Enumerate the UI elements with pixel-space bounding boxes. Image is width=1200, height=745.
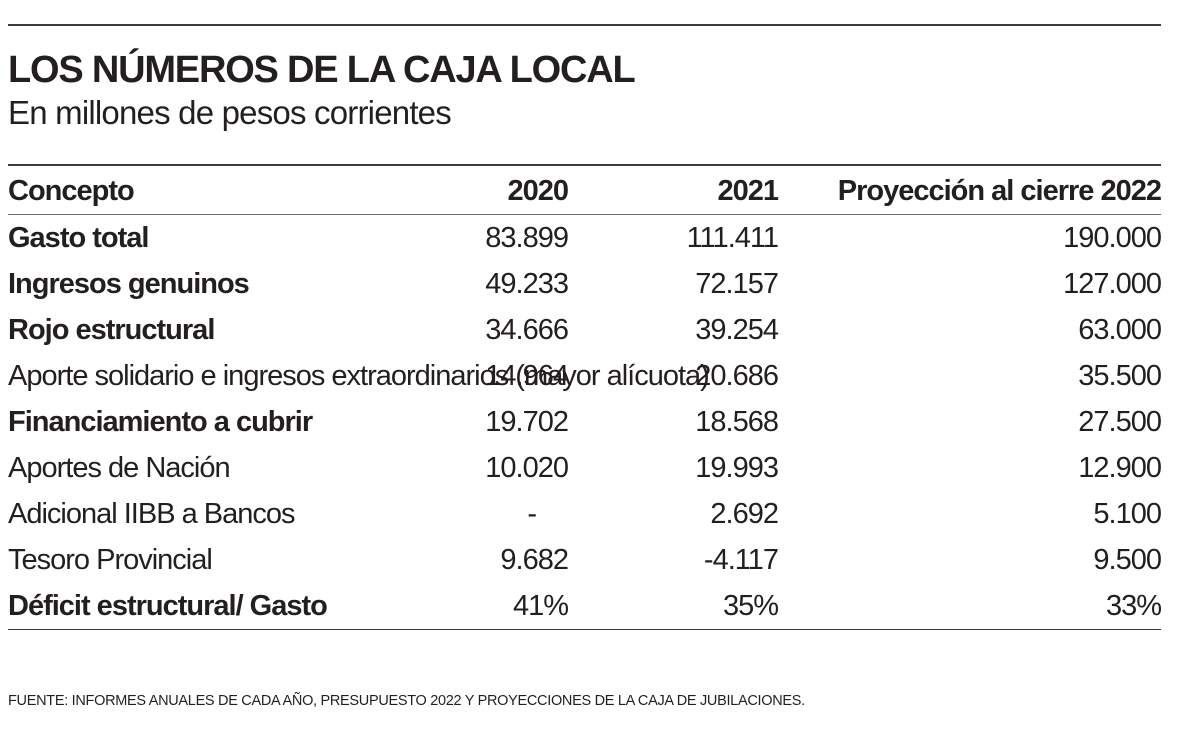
table-row-financiamiento: Financiamiento a cubrir 19.702 18.568 27… bbox=[8, 399, 1162, 445]
table-header-row: Concepto 2020 2021 Proyección al cierre … bbox=[8, 168, 1162, 215]
header-top-rule bbox=[8, 164, 1161, 166]
table-row-gasto-total: Gasto total 83.899 111.411 190.000 bbox=[8, 215, 1162, 262]
row-value-2022: 5.100 bbox=[1093, 497, 1162, 530]
row-value-2022: 12.900 bbox=[1078, 451, 1162, 484]
row-value-2022: 127.000 bbox=[1063, 267, 1162, 300]
row-value-2022: 33% bbox=[1105, 589, 1162, 622]
row-value-2022: 63.000 bbox=[1078, 313, 1162, 346]
page-title: LOS NÚMEROS DE LA CAJA LOCAL bbox=[8, 49, 636, 91]
row-value-2020: 10.020 bbox=[485, 451, 569, 484]
row-value-2021: 72.157 bbox=[695, 267, 779, 300]
row-value-2021: 39.254 bbox=[695, 313, 779, 346]
page-subtitle: En millones de pesos corrientes bbox=[8, 94, 452, 131]
top-rule bbox=[8, 24, 1161, 26]
row-value-2021: 19.993 bbox=[695, 451, 779, 484]
source-note: FUENTE: INFORMES ANUALES DE CADA AÑO, PR… bbox=[8, 693, 805, 709]
row-value-2021: 2.692 bbox=[710, 497, 779, 530]
row-value-2022: 35.500 bbox=[1078, 359, 1162, 392]
table-row-ingresos-genuinos: Ingresos genuinos 49.233 72.157 127.000 bbox=[8, 261, 1162, 307]
row-concept: Tesoro Provincial bbox=[8, 543, 213, 576]
row-value-2022: 190.000 bbox=[1063, 221, 1162, 254]
row-value-2020: 34.666 bbox=[485, 313, 569, 346]
row-concept: Adicional IIBB a Bancos bbox=[8, 497, 296, 530]
header-2020: 2020 bbox=[507, 174, 569, 207]
row-value-2021: 35% bbox=[722, 589, 779, 622]
row-concept: Financiamiento a cubrir bbox=[8, 405, 313, 438]
row-concept: Rojo estructural bbox=[8, 313, 215, 346]
table-row-aporte-solidario: Aporte solidario e ingresos extraordinar… bbox=[8, 353, 1162, 399]
table-row-rojo-estructural: Rojo estructural 34.666 39.254 63.000 bbox=[8, 307, 1162, 353]
table-row-adicional-iibb: Adicional IIBB a Bancos - 2.692 5.100 bbox=[8, 491, 1162, 537]
row-value-2020: 19.702 bbox=[485, 405, 569, 438]
row-value-2022: 9.500 bbox=[1093, 543, 1162, 576]
row-value-2020: 41% bbox=[512, 589, 569, 622]
header-2022: Proyección al cierre 2022 bbox=[837, 174, 1162, 207]
table-row-aportes-nacion: Aportes de Nación 10.020 19.993 12.900 bbox=[8, 445, 1162, 491]
row-value-2021: -4.117 bbox=[703, 543, 779, 576]
row-value-2020: 9.682 bbox=[500, 543, 569, 576]
table-row-tesoro-provincial: Tesoro Provincial 9.682 -4.117 9.500 bbox=[8, 537, 1162, 583]
row-concept: Gasto total bbox=[8, 221, 149, 254]
row-value-2020: 14.964 bbox=[485, 359, 569, 392]
row-value-2022: 27.500 bbox=[1078, 405, 1162, 438]
row-value-2021: 20.686 bbox=[695, 359, 779, 392]
row-concept: Aporte solidario e ingresos extraordinar… bbox=[8, 360, 710, 392]
data-table: Concepto 2020 2021 Proyección al cierre … bbox=[8, 168, 1162, 630]
table-row-deficit-estructural: Déficit estructural/ Gasto 41% 35% 33% bbox=[8, 583, 1162, 630]
row-value-2021: 111.411 bbox=[686, 221, 779, 254]
row-value-2020: 83.899 bbox=[485, 221, 569, 254]
header-2021: 2021 bbox=[717, 174, 779, 207]
row-concept: Ingresos genuinos bbox=[8, 267, 250, 300]
row-value-2020: - bbox=[527, 497, 537, 530]
row-value-2020: 49.233 bbox=[485, 267, 569, 300]
row-concept: Déficit estructural/ Gasto bbox=[8, 589, 328, 622]
row-value-2021: 18.568 bbox=[695, 405, 779, 438]
header-concepto: Concepto bbox=[8, 174, 135, 207]
row-concept: Aportes de Nación bbox=[8, 451, 231, 484]
